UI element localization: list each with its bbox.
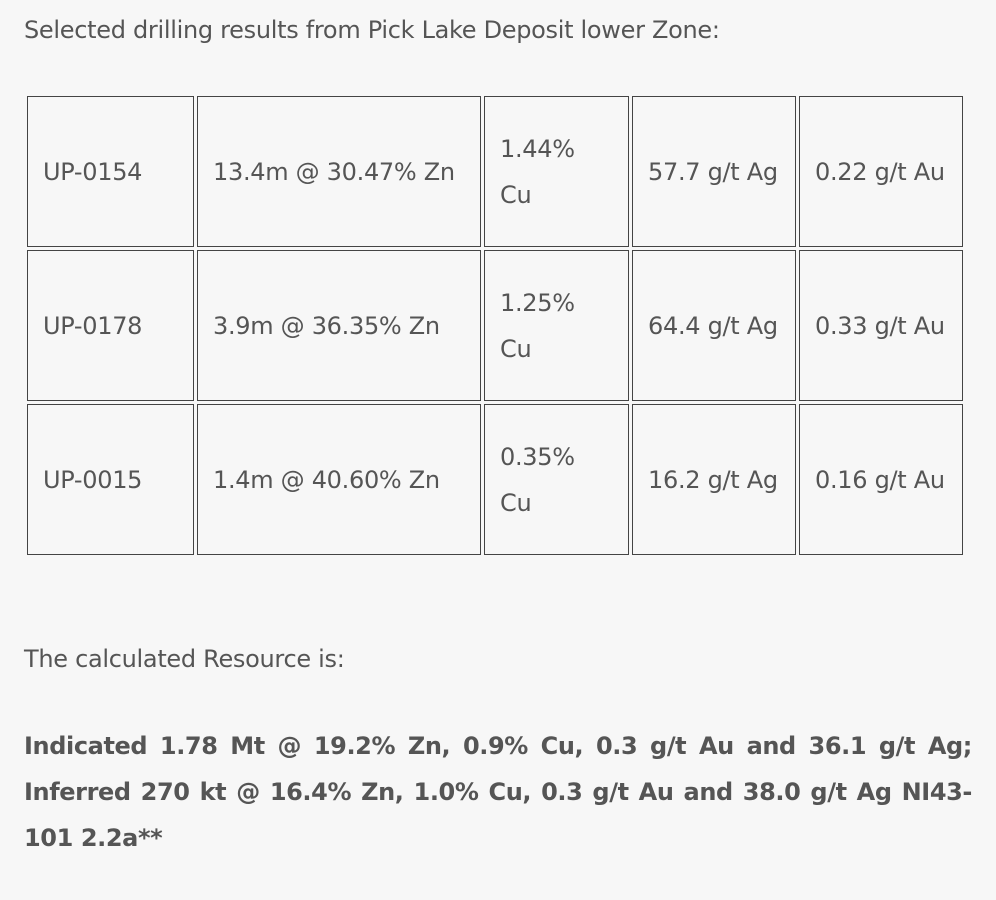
intro-text: Selected drilling results from Pick Lake… — [24, 16, 720, 44]
hole-id-cell: UP-0178 — [27, 250, 194, 401]
interval-cell: 3.9m @ 36.35% Zn — [197, 250, 481, 401]
resource-statement: Indicated 1.78 Mt @ 19.2% Zn, 0.9% Cu, 0… — [24, 732, 972, 852]
drilling-results-table: UP-0154 13.4m @ 30.47% Zn 1.44% Cu 57.7 … — [24, 93, 966, 558]
table-row: UP-0178 3.9m @ 36.35% Zn 1.25% Cu 64.4 g… — [27, 250, 963, 401]
table-row: UP-0015 1.4m @ 40.60% Zn 0.35% Cu 16.2 g… — [27, 404, 963, 555]
gold-cell: 0.16 g/t Au — [799, 404, 963, 555]
table-row: UP-0154 13.4m @ 30.47% Zn 1.44% Cu 57.7 … — [27, 96, 963, 247]
interval-cell: 13.4m @ 30.47% Zn — [197, 96, 481, 247]
silver-cell: 64.4 g/t Ag — [632, 250, 796, 401]
hole-id-cell: UP-0015 — [27, 404, 194, 555]
silver-cell: 16.2 g/t Ag — [632, 404, 796, 555]
gold-cell: 0.33 g/t Au — [799, 250, 963, 401]
copper-cell: 0.35% Cu — [484, 404, 629, 555]
copper-cell: 1.44% Cu — [484, 96, 629, 247]
interval-cell: 1.4m @ 40.60% Zn — [197, 404, 481, 555]
hole-id-cell: UP-0154 — [27, 96, 194, 247]
silver-cell: 57.7 g/t Ag — [632, 96, 796, 247]
gold-cell: 0.22 g/t Au — [799, 96, 963, 247]
resource-intro-text: The calculated Resource is: — [24, 645, 345, 673]
copper-cell: 1.25% Cu — [484, 250, 629, 401]
